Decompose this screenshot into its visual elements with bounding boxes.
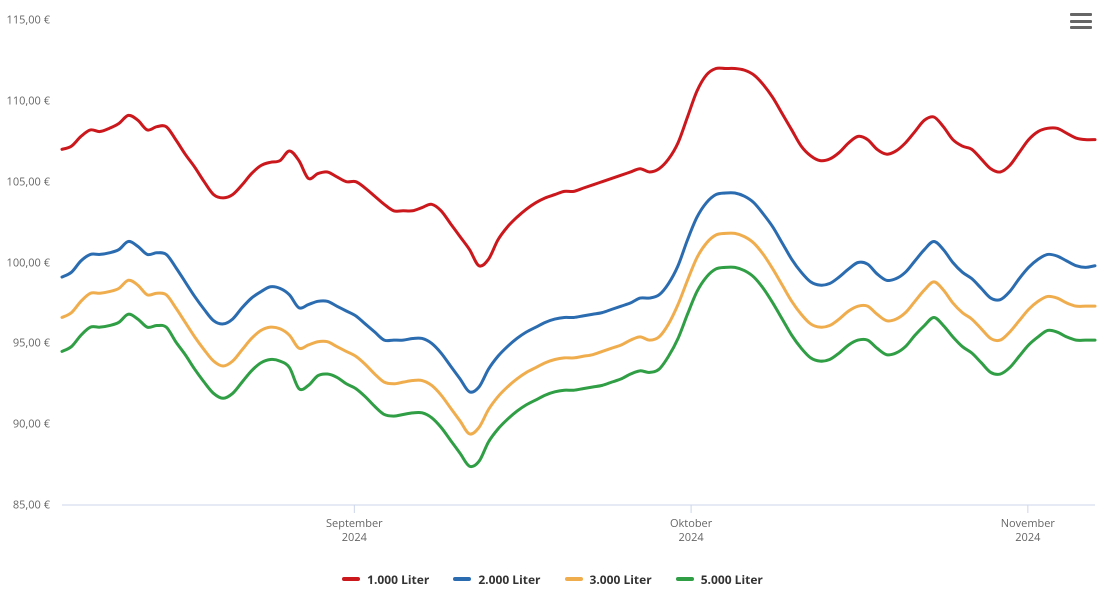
legend-item[interactable]: 3.000 Liter: [565, 571, 652, 588]
legend-label: 5.000 Liter: [701, 571, 763, 588]
legend-swatch: [342, 577, 360, 581]
legend-label: 1.000 Liter: [367, 571, 429, 588]
series-line: [62, 267, 1095, 467]
y-axis-tick-label: 105,00 €: [0, 174, 50, 189]
legend-swatch: [676, 577, 694, 581]
chart-plot-area: [0, 0, 1105, 602]
legend-label: 2.000 Liter: [478, 571, 540, 588]
price-chart: 85,00 € 90,00 € 95,00 € 100,00 € 105,00 € 110…: [0, 0, 1105, 602]
legend-swatch: [565, 577, 583, 581]
y-axis-tick-label: 115,00 €: [0, 13, 50, 28]
series-line: [62, 233, 1095, 434]
legend-swatch: [453, 577, 471, 581]
legend-item[interactable]: 5.000 Liter: [676, 571, 763, 588]
x-axis-tick-label: November2024: [1001, 517, 1055, 546]
legend-item[interactable]: 1.000 Liter: [342, 571, 429, 588]
y-axis-tick-label: 100,00 €: [0, 255, 50, 270]
x-axis-tick-label: September2024: [326, 517, 383, 546]
chart-legend: 1.000 Liter 2.000 Liter 3.000 Liter 5.000 L…: [0, 568, 1105, 588]
y-axis-tick-label: 85,00 €: [0, 498, 50, 513]
y-axis-tick-label: 110,00 €: [0, 93, 50, 108]
legend-label: 3.000 Liter: [590, 571, 652, 588]
y-axis-tick-label: 90,00 €: [0, 417, 50, 432]
legend-item[interactable]: 2.000 Liter: [453, 571, 540, 588]
x-axis-tick-label: Oktober2024: [670, 517, 712, 546]
series-line: [62, 68, 1095, 266]
y-axis-tick-label: 95,00 €: [0, 336, 50, 351]
